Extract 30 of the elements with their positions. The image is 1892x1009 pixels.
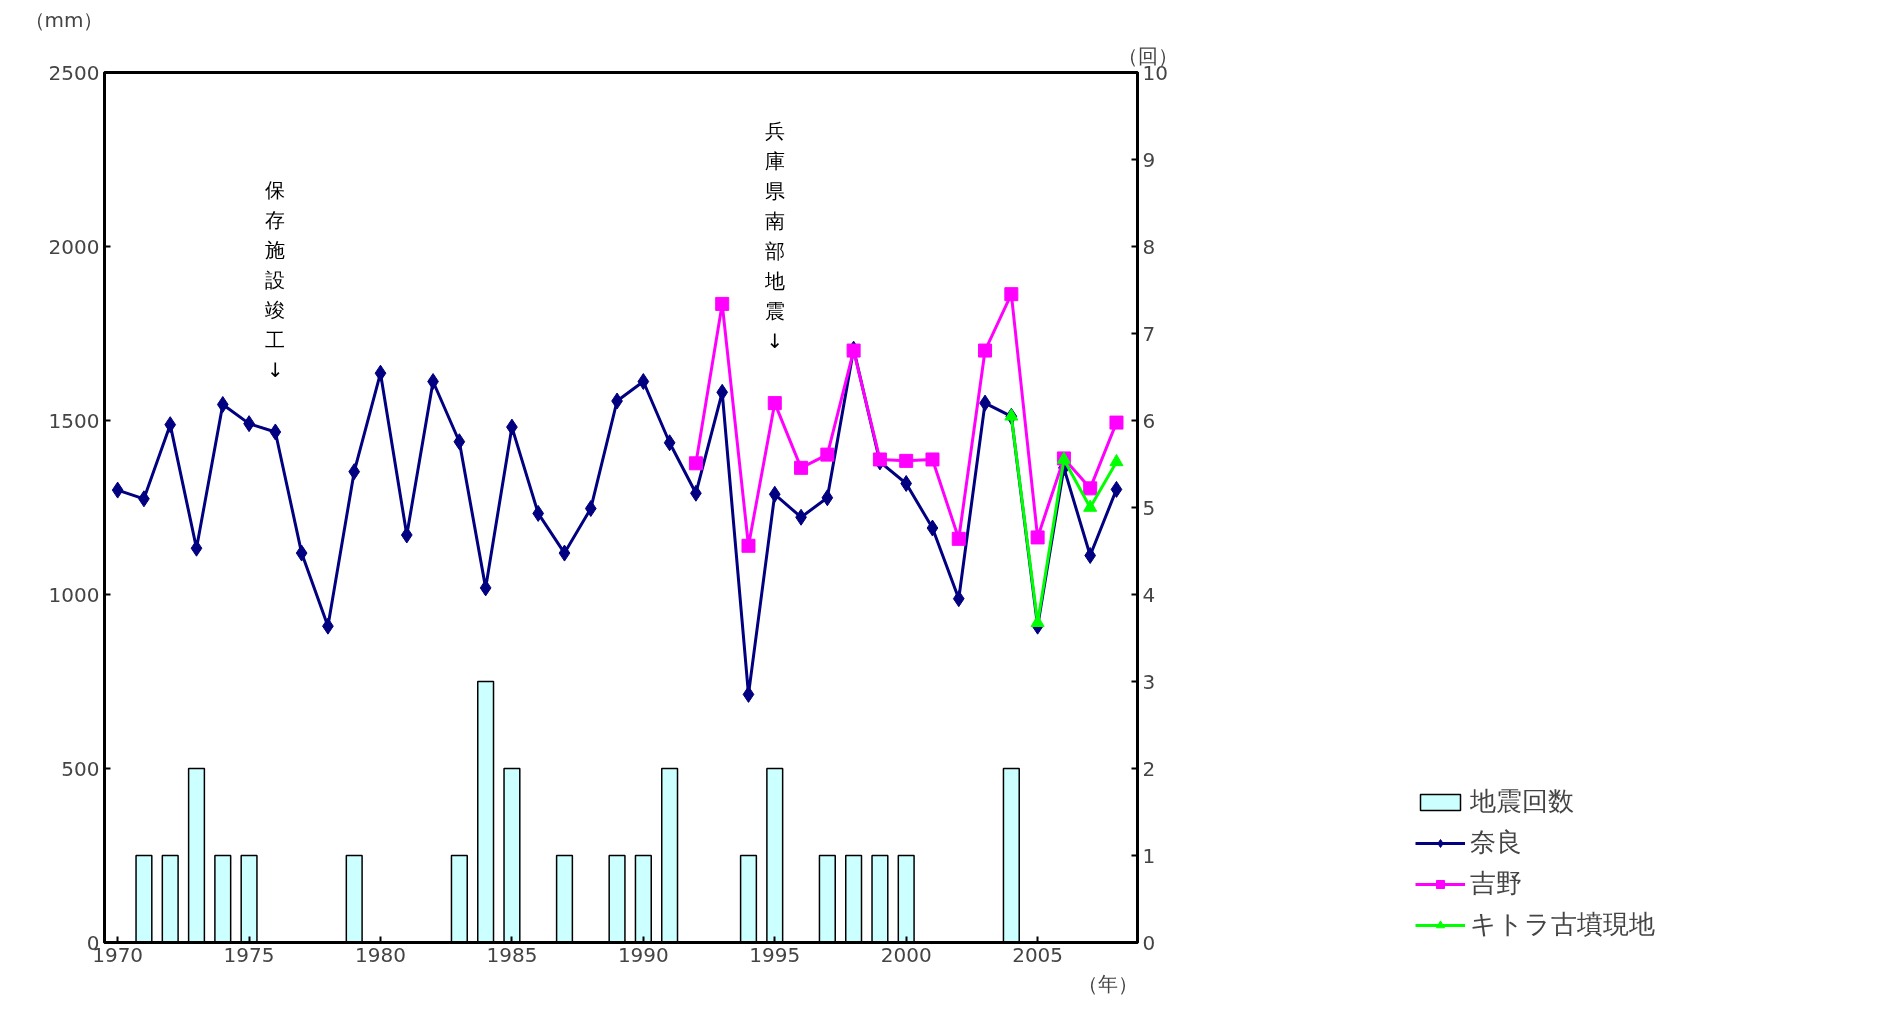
x-tick-label: 1985 (486, 942, 538, 967)
x-axis-title: （年） (1077, 971, 1138, 996)
x-tick-label: 1990 (617, 942, 669, 967)
y2-tick-label: 5 (1142, 495, 1156, 520)
x-tick-label: 2000 (880, 942, 932, 967)
y2-tick-label: 1 (1142, 843, 1156, 868)
y2-tick-label: 9 (1142, 147, 1156, 172)
legend-label: 吉野 (1470, 867, 1522, 900)
y2-tick-label: 3 (1142, 669, 1156, 694)
y-tick-label: 1000 (48, 582, 100, 607)
y-axis-title: （mm） (24, 7, 104, 32)
y2-tick-label: 4 (1142, 582, 1156, 607)
y-tick-label: 500 (61, 756, 100, 781)
legend-label: 奈良 (1470, 826, 1522, 859)
y-tick-label: 1500 (48, 408, 100, 433)
y2-tick-label: 6 (1142, 408, 1156, 433)
y2-tick-label: 8 (1142, 234, 1156, 259)
y2-tick-label: 2 (1142, 756, 1156, 781)
annotation: 保存施設竣工↓ (265, 177, 286, 382)
y2-tick-label: 0 (1142, 930, 1156, 955)
x-tick-label: 1980 (355, 942, 406, 967)
x-tick-label: 1995 (749, 942, 801, 967)
legend-label: キトラ古墳現地 (1470, 908, 1655, 941)
y-tick-label: 2000 (48, 234, 100, 259)
legend-label: 地震回数 (1470, 785, 1574, 818)
x-tick-label: 1975 (223, 942, 275, 967)
y-tick-label: 2500 (48, 60, 100, 85)
x-tick-label: 2005 (1012, 942, 1064, 967)
annotation: 兵庫県南部地震↓ (763, 119, 785, 354)
y2-tick-label: 7 (1142, 321, 1156, 346)
